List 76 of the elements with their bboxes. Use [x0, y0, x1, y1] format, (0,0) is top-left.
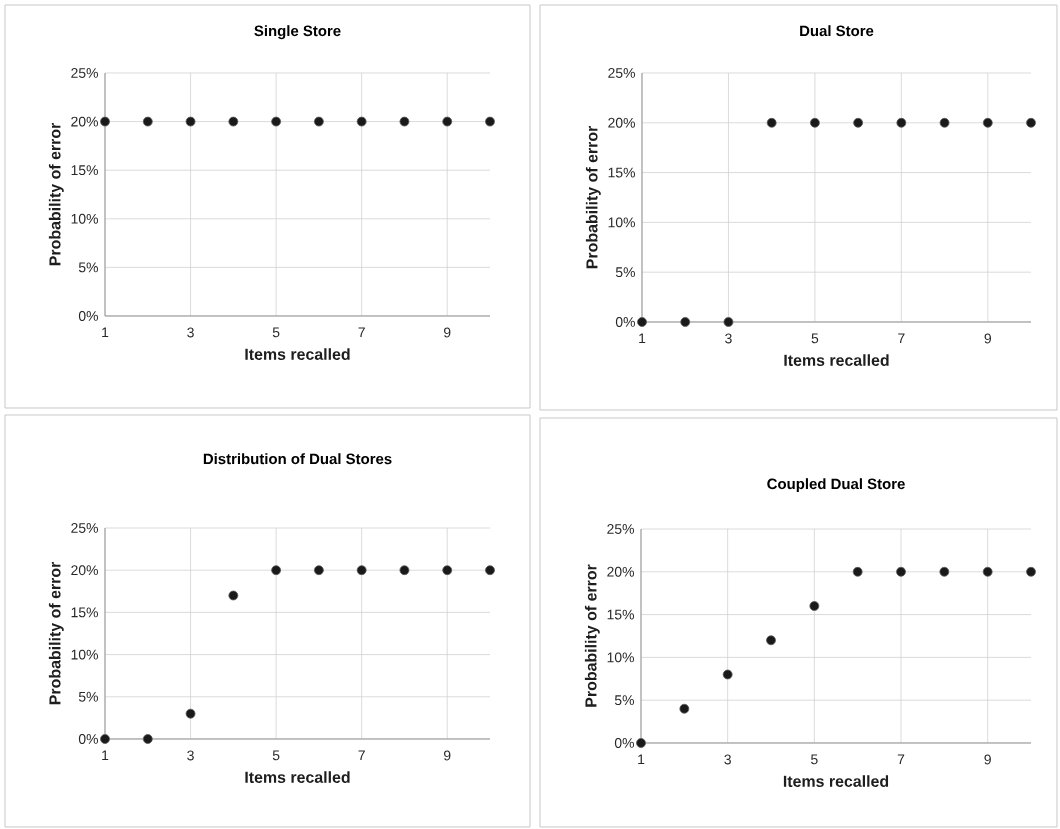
y-tick-label: 15%: [71, 165, 98, 176]
point: [313, 565, 324, 576]
point: [852, 566, 863, 577]
x-tick-label: 3: [725, 333, 732, 344]
point: [356, 565, 367, 576]
y-tick-label: 5%: [614, 695, 634, 706]
x-tick-label: 7: [898, 333, 905, 344]
y-tick-label: 0%: [615, 317, 635, 327]
y-tick-label: 10%: [71, 649, 98, 660]
x-tick-label: 9: [444, 750, 451, 761]
x-axis-title: Items recalled: [245, 348, 350, 360]
chart-title: Dual Store: [800, 25, 874, 37]
point: [142, 734, 153, 744]
x-tick-label: 1: [102, 327, 109, 338]
point: [100, 734, 110, 744]
chart-title: Single Store: [254, 25, 341, 40]
x-tick-label: 1: [638, 754, 645, 765]
y-tick-label: 10%: [608, 217, 635, 228]
y-tick-label: 15%: [608, 167, 635, 178]
y-tick-label: 20%: [607, 566, 634, 577]
x-tick-label: 1: [639, 333, 646, 344]
point: [766, 635, 776, 646]
y-tick-label: 20%: [608, 117, 635, 128]
y-tick-label: 0%: [78, 311, 98, 321]
x-tick-label: 5: [272, 750, 280, 761]
x-tick-label: 3: [187, 750, 194, 761]
y-tick-label: 10%: [607, 652, 634, 663]
x-tick-label: 7: [897, 754, 905, 765]
x-tick-label: 9: [984, 333, 991, 344]
point: [442, 565, 453, 576]
y-tick-label: 5%: [78, 691, 98, 702]
point: [679, 703, 690, 714]
y-tick-label: 5%: [78, 262, 98, 273]
point: [939, 566, 950, 577]
chart-title: Distribution of Dual Stores: [203, 453, 392, 465]
y-tick-label: 20%: [71, 565, 98, 576]
y-tick-label: 20%: [71, 116, 98, 127]
x-axis-title: Items recalled: [784, 354, 889, 366]
point: [1026, 566, 1036, 577]
point: [982, 566, 993, 577]
y-tick-label: 25%: [71, 68, 98, 78]
point: [636, 738, 646, 748]
point: [271, 565, 282, 576]
point: [896, 566, 906, 577]
y-axis-title: Probability of error: [48, 561, 64, 705]
point: [185, 708, 196, 719]
chart-title: Coupled Dual Store: [767, 478, 905, 493]
y-tick-label: 15%: [71, 607, 98, 618]
y-tick-label: 25%: [608, 68, 635, 78]
x-tick-label: 3: [724, 754, 731, 765]
x-tick-label: 3: [187, 327, 194, 338]
x-axis-title: Items recalled: [783, 775, 889, 787]
y-tick-label: 0%: [614, 738, 634, 748]
y-axis-title: Probability of error: [584, 564, 600, 707]
x-tick-label: 9: [444, 327, 451, 338]
point: [399, 565, 410, 576]
x-tick-label: 5: [272, 327, 280, 338]
y-tick-label: 15%: [607, 609, 634, 620]
point: [809, 601, 820, 611]
x-tick-label: 7: [358, 750, 365, 761]
point: [228, 590, 239, 601]
y-tick-label: 25%: [71, 523, 98, 533]
y-tick-label: 0%: [78, 734, 98, 744]
x-tick-label: 7: [358, 327, 365, 338]
y-axis-title: Probability of error: [585, 125, 601, 269]
x-tick-label: 5: [811, 333, 819, 344]
x-tick-label: 5: [811, 754, 818, 765]
point: [485, 565, 495, 576]
y-tick-label: 5%: [615, 267, 635, 278]
x-tick-label: 9: [984, 754, 991, 765]
x-tick-label: 1: [102, 750, 109, 761]
point: [722, 669, 733, 680]
y-tick-label: 25%: [607, 524, 634, 534]
x-axis-title: Items recalled: [245, 771, 350, 783]
y-tick-label: 10%: [71, 213, 98, 224]
y-axis-title: Probability of error: [48, 122, 64, 266]
